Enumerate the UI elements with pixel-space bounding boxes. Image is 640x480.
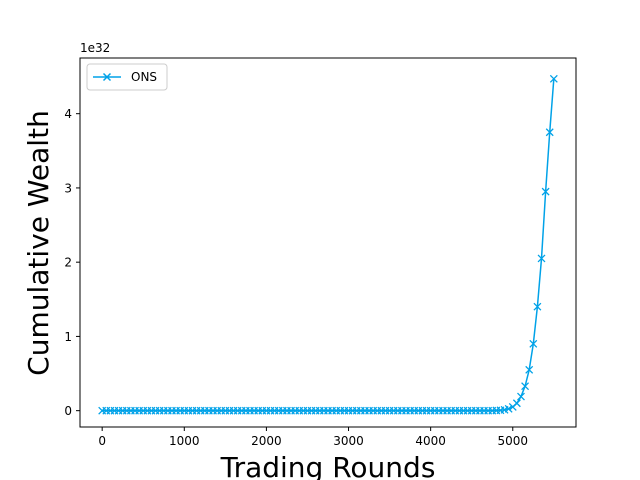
x-tick-label: 2000: [251, 434, 282, 448]
plot-frame: [79, 57, 577, 428]
legend-marker: [102, 72, 112, 82]
y-offset-label: 1e32: [80, 41, 110, 55]
series-layer: [98, 74, 558, 415]
data-point-marker: [537, 254, 546, 263]
data-point-marker: [533, 302, 542, 311]
x-axis-ticks: 0 1000 2000 3000 4000 5000: [98, 427, 528, 448]
legend-label: ONS: [131, 70, 157, 84]
x-tick-label: 3000: [333, 434, 364, 448]
data-point-marker: [517, 392, 525, 401]
data-point-marker: [521, 382, 530, 391]
data-point-marker: [529, 339, 538, 348]
x-tick-label: 4000: [415, 434, 446, 448]
y-tick-label: 2: [64, 256, 72, 270]
y-axis-label: Cumulative Wealth: [22, 110, 55, 376]
legend-box: [86, 63, 168, 91]
data-point-marker: [525, 365, 534, 374]
y-tick-label: 4: [64, 107, 72, 121]
y-tick-label: 3: [64, 181, 72, 195]
x-tick-label: 5000: [497, 434, 528, 448]
data-point-marker: [504, 404, 513, 413]
x-tick-label: 0: [98, 434, 106, 448]
data-point-marker: [545, 128, 554, 137]
data-point-marker: [549, 74, 558, 83]
data-point-marker: [541, 187, 550, 196]
x-axis-label: Trading Rounds: [220, 451, 436, 480]
y-tick-label: 1: [64, 330, 72, 344]
x-tick-label: 1000: [169, 434, 200, 448]
data-point-marker: [512, 399, 521, 408]
y-axis-ticks: 0 1 2 3 4: [64, 107, 80, 418]
y-tick-label: 0: [64, 404, 72, 418]
legend: ONS: [86, 63, 168, 91]
